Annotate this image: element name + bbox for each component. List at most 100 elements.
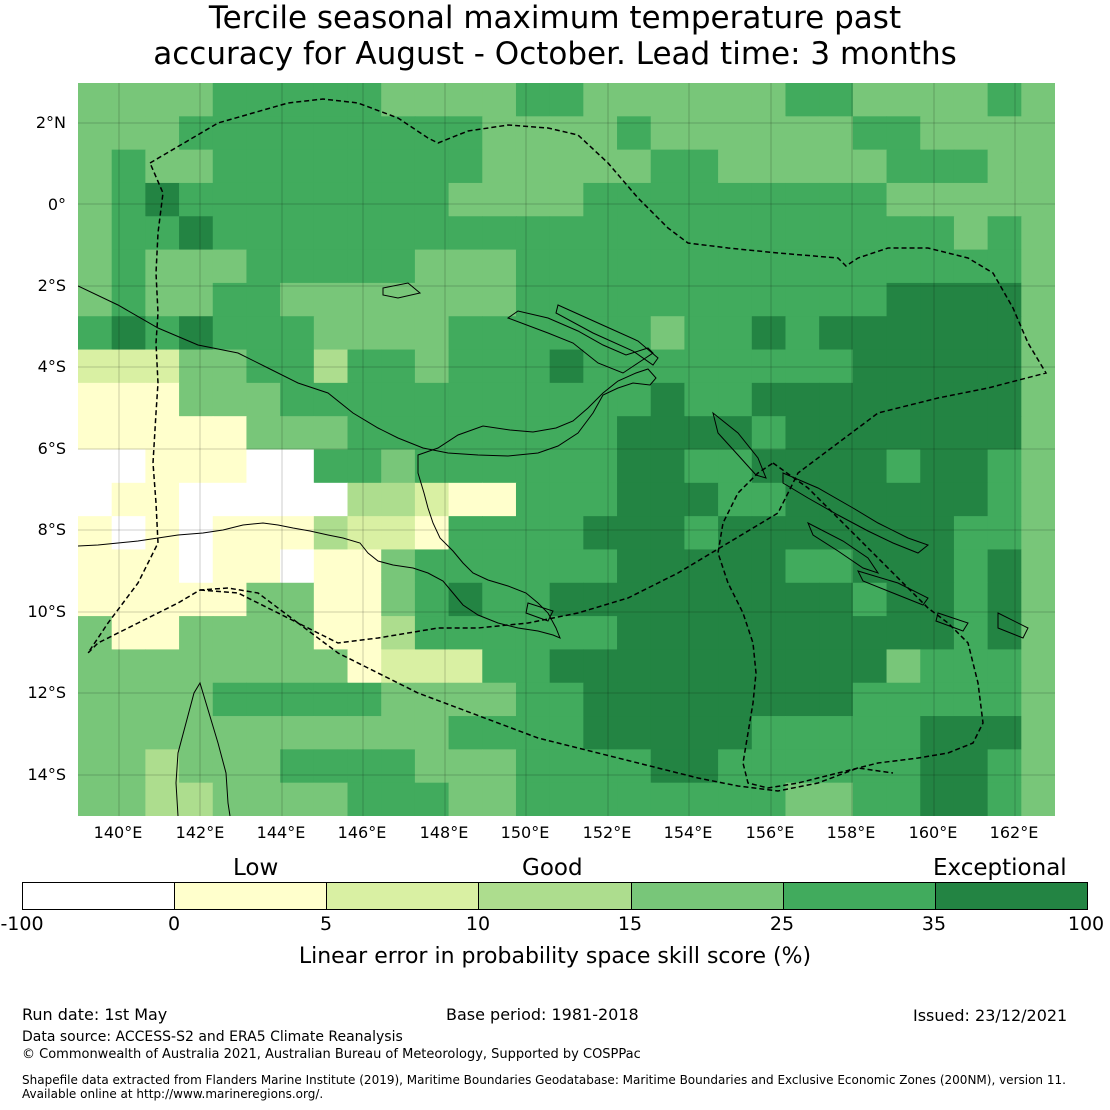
skill-cell — [1021, 282, 1055, 317]
skill-cell — [617, 249, 652, 284]
skill-cell — [819, 582, 854, 617]
skill-cell — [987, 582, 1022, 617]
colorbar-segment — [479, 883, 632, 909]
skill-cell — [886, 549, 921, 584]
skill-cell — [179, 282, 214, 317]
skill-cell — [785, 449, 820, 484]
colorbar-segment — [631, 883, 784, 909]
skill-cell — [987, 716, 1022, 750]
skill-cell — [549, 282, 584, 317]
skill-cell — [751, 216, 786, 251]
skill-cell — [920, 83, 955, 117]
skill-cell — [549, 782, 584, 816]
skill-cell — [145, 316, 180, 351]
skill-cell — [212, 649, 247, 684]
skill-cell — [852, 83, 888, 117]
skill-cell — [886, 516, 921, 550]
skill-cell — [515, 782, 551, 816]
skill-cell — [179, 83, 214, 117]
skill-cell — [583, 316, 618, 351]
skill-cell — [280, 182, 315, 217]
skill-cell — [246, 782, 281, 816]
skill-cell — [852, 649, 888, 684]
colorbar-tick: 5 — [319, 913, 333, 935]
map-title: Tercile seasonal maximum temperature pas… — [0, 0, 1110, 72]
skill-cell — [381, 749, 416, 784]
skill-cell — [953, 216, 989, 251]
skill-cell — [414, 149, 450, 184]
skill-cell — [617, 182, 652, 217]
skill-cell — [347, 149, 382, 184]
skill-cell — [718, 516, 753, 550]
skill-cell — [347, 116, 382, 151]
skill-cell — [718, 582, 753, 617]
skill-cell — [448, 649, 483, 684]
skill-cell — [78, 582, 113, 617]
skill-cell — [482, 449, 517, 484]
skill-cell — [751, 716, 786, 750]
copyright: © Commonwealth of Australia 2021, Austra… — [22, 1047, 641, 1062]
y-tick-label: 10°S — [27, 602, 66, 621]
skill-cell — [785, 316, 820, 351]
skill-cell — [482, 782, 517, 816]
skill-cell — [920, 482, 955, 517]
skill-cell — [78, 782, 113, 816]
skill-cell — [617, 549, 652, 584]
skill-cell — [819, 149, 854, 184]
skill-cell — [617, 83, 652, 117]
title-line-1: Tercile seasonal maximum temperature pas… — [208, 0, 902, 36]
skill-cell — [650, 516, 685, 550]
skill-cell — [313, 449, 349, 484]
skill-cell — [751, 649, 786, 684]
skill-cells — [78, 83, 1055, 816]
skill-cell — [515, 116, 551, 151]
skill-cell — [617, 749, 652, 784]
skill-cell — [953, 282, 989, 317]
skill-cell — [886, 116, 921, 151]
skill-cell — [1021, 416, 1055, 450]
skill-cell — [987, 116, 1022, 151]
y-tick-label: 4°S — [37, 357, 66, 376]
skill-cell — [111, 682, 146, 717]
skill-cell — [852, 616, 888, 650]
skill-cell — [246, 149, 281, 184]
skill-cell — [313, 649, 349, 684]
skill-cell — [718, 749, 753, 784]
skill-cell — [1021, 782, 1055, 816]
skill-cell — [953, 616, 989, 650]
skill-cell — [953, 582, 989, 617]
skill-cell — [448, 282, 483, 317]
skill-cell — [684, 316, 719, 351]
skill-cell — [179, 449, 214, 484]
skill-cell — [347, 282, 382, 317]
x-tick-label: 160°E — [908, 823, 958, 842]
skill-cell — [886, 249, 921, 284]
skill-cell — [111, 449, 146, 484]
skill-cell — [852, 382, 888, 417]
skill-cell — [515, 749, 551, 784]
skill-cell — [785, 682, 820, 717]
skill-cell — [482, 682, 517, 717]
skill-cell — [347, 782, 382, 816]
skill-cell — [381, 116, 416, 151]
skill-cell — [684, 182, 719, 217]
y-tick-label: 2°S — [37, 276, 66, 295]
skill-cell — [785, 516, 820, 550]
skill-cell — [920, 282, 955, 317]
skill-cell — [145, 216, 180, 251]
skill-cell — [145, 716, 180, 750]
skill-cell — [111, 516, 146, 550]
skill-cell — [751, 749, 786, 784]
skill-cell — [617, 149, 652, 184]
skill-cell — [1021, 616, 1055, 650]
skill-cell — [852, 316, 888, 351]
colorbar-category-low: Low — [233, 855, 279, 881]
skill-cell — [583, 516, 618, 550]
skill-cell — [280, 149, 315, 184]
skill-cell — [347, 549, 382, 584]
skill-cell — [718, 616, 753, 650]
run-date: Run date: 1st May — [22, 1005, 168, 1024]
skill-cell — [549, 149, 584, 184]
skill-cell — [482, 349, 517, 384]
skill-cell — [617, 416, 652, 450]
